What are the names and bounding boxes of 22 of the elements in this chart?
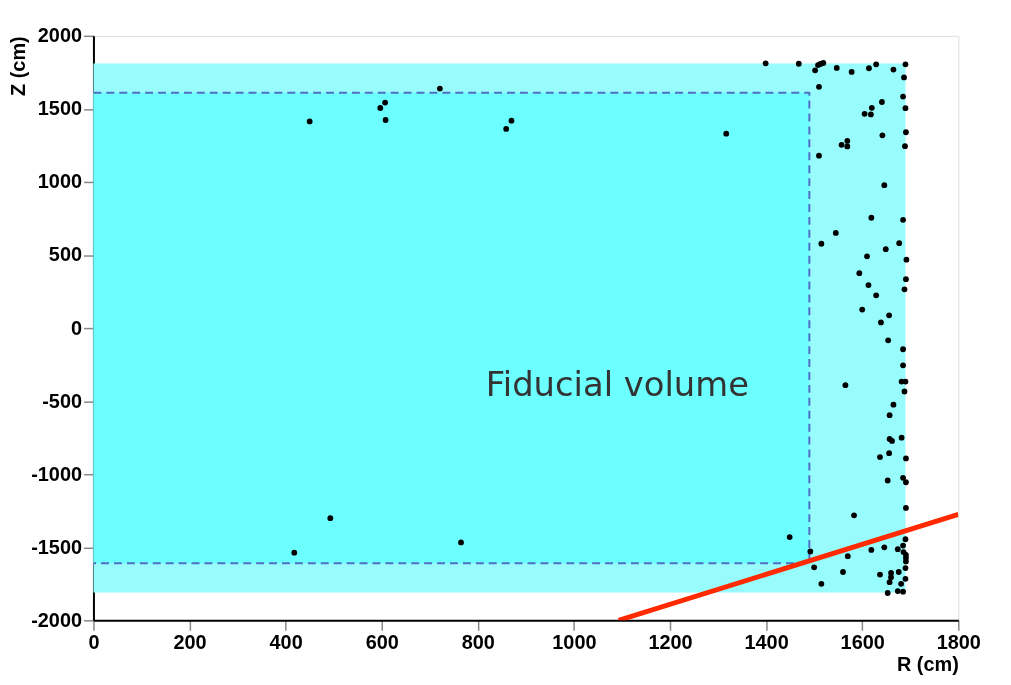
x-axis-title: R (cm) (896, 652, 959, 675)
annotation: Fiducial volume (485, 364, 749, 404)
y-tick-label: -500 (42, 389, 83, 412)
x-tick-label: 1800 (936, 630, 981, 653)
x-tick-label: 1200 (648, 630, 693, 653)
x-tick-label: 400 (269, 630, 303, 653)
y-tick-label: 500 (48, 243, 83, 266)
y-tick-label: -1000 (31, 462, 83, 485)
y-tick-label: -2000 (31, 608, 83, 631)
y-tick-label: 2000 (37, 24, 83, 47)
x-tick-label: 800 (461, 630, 495, 653)
y-tick-label: 0 (70, 316, 83, 339)
y-axis-title: Z (cm) (7, 36, 30, 96)
y-tick-label: -1500 (31, 535, 83, 558)
x-tick-label: 1600 (840, 630, 885, 653)
x-tick-label: 200 (173, 630, 207, 653)
x-tick-label: 600 (365, 630, 399, 653)
x-tick-label: 1400 (744, 630, 789, 653)
y-tick-label: 1000 (37, 170, 83, 193)
x-tick-label: 1000 (552, 630, 597, 653)
y-tick-label: 1500 (37, 97, 83, 120)
x-tick-label: 0 (88, 630, 100, 653)
